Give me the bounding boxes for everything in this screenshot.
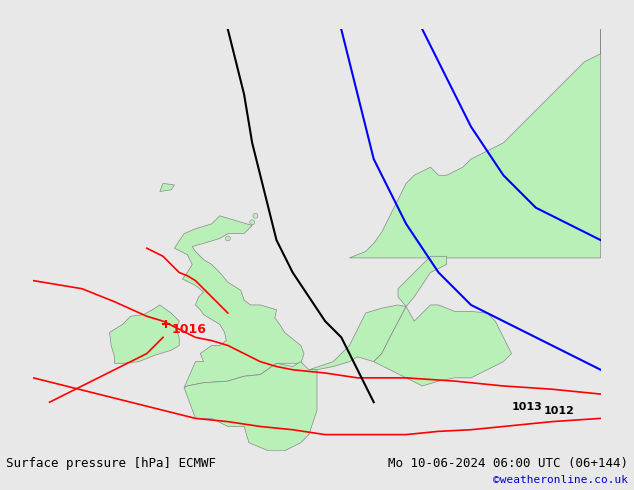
Text: 1016: 1016	[171, 323, 206, 336]
Text: 1012: 1012	[544, 406, 575, 416]
Polygon shape	[184, 362, 317, 451]
Text: Surface pressure [hPa] ECMWF: Surface pressure [hPa] ECMWF	[6, 457, 216, 470]
Text: 1013: 1013	[512, 402, 542, 412]
Text: Mo 10-06-2024 06:00 UTC (06+144): Mo 10-06-2024 06:00 UTC (06+144)	[387, 457, 628, 470]
Polygon shape	[174, 216, 304, 388]
Polygon shape	[110, 305, 179, 363]
Polygon shape	[160, 183, 174, 192]
Polygon shape	[349, 29, 600, 258]
Polygon shape	[309, 305, 406, 370]
Circle shape	[226, 236, 230, 241]
Circle shape	[253, 213, 258, 218]
Polygon shape	[373, 305, 512, 386]
Text: ©weatheronline.co.uk: ©weatheronline.co.uk	[493, 475, 628, 485]
Polygon shape	[398, 256, 447, 307]
Circle shape	[250, 220, 255, 225]
